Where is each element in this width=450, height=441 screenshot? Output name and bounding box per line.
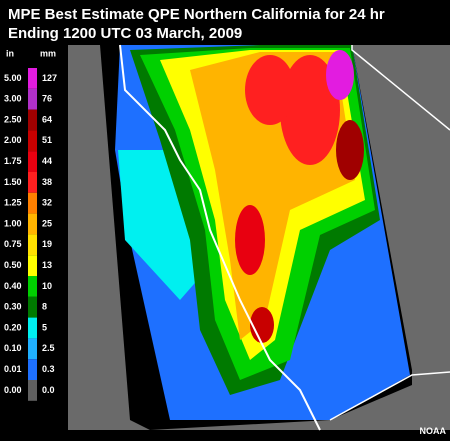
legend-mm-label: 38 <box>42 177 52 187</box>
legend-in-label: 3.00 <box>4 94 22 104</box>
legend-in-label: 0.01 <box>4 364 22 374</box>
legend-in-label: 1.25 <box>4 198 22 208</box>
legend-mm-label: 44 <box>42 156 52 166</box>
state-border <box>351 45 450 131</box>
legend-swatch <box>28 192 37 214</box>
legend-heading: mm <box>40 48 56 58</box>
legend-swatch <box>28 380 37 401</box>
precip-red <box>280 55 340 165</box>
legend-in-label: 1.75 <box>4 156 22 166</box>
legend-in-label: 0.75 <box>4 239 22 249</box>
legend-in-label: 0.10 <box>4 343 22 353</box>
legend-in-label: 2.00 <box>4 135 22 145</box>
coastline <box>119 44 321 431</box>
legend-mm-label: 0.3 <box>42 364 55 374</box>
precip-darkred <box>336 120 364 180</box>
legend-mm-label: 10 <box>42 281 52 291</box>
legend-mm-label: 5 <box>42 322 47 332</box>
legend-in-label: 0.00 <box>4 385 22 395</box>
legend-in-label: 0.30 <box>4 302 22 312</box>
legend-swatch <box>28 359 37 380</box>
legend-swatch <box>28 234 37 256</box>
legend-mm-label: 76 <box>42 94 52 104</box>
credit: NOAA <box>420 426 447 436</box>
legend-swatch <box>28 338 37 360</box>
legend-in-label: 0.20 <box>4 322 22 332</box>
precip-red <box>245 55 295 125</box>
legend-mm-label: 0.0 <box>42 385 55 395</box>
legend-swatch <box>28 109 37 131</box>
precip-magenta <box>326 50 354 100</box>
legend-mm-label: 32 <box>42 198 52 208</box>
county-border <box>329 371 450 421</box>
legend-swatch <box>28 68 37 89</box>
legend-mm-label: 25 <box>42 218 52 228</box>
legend-swatch <box>28 317 37 339</box>
legend-in-label: 5.00 <box>4 73 22 83</box>
legend-mm-label: 127 <box>42 73 57 83</box>
legend-in-label: 0.40 <box>4 281 22 291</box>
legend-mm-label: 8 <box>42 302 47 312</box>
legend-swatch <box>28 213 37 235</box>
map <box>68 44 450 431</box>
precip-red <box>235 205 265 275</box>
legend-in-label: 0.50 <box>4 260 22 270</box>
legend-mm-label: 2.5 <box>42 343 55 353</box>
legend-swatch <box>28 172 37 193</box>
title: Ending 1200 UTC 03 March, 2009 <box>8 25 242 42</box>
legend-mm-label: 51 <box>42 135 52 145</box>
legend-swatch <box>28 130 37 152</box>
legend-swatch <box>28 255 37 276</box>
legend-mm-label: 19 <box>42 239 52 249</box>
legend-in-label: 1.00 <box>4 218 22 228</box>
legend-swatch <box>28 296 37 318</box>
legend: 5.00 127 3.00 76 2.50 64 2.00 51 1.75 44 1.50 38 1.2… <box>4 68 57 401</box>
legend-swatch <box>28 276 37 297</box>
legend-mm-label: 64 <box>42 114 52 124</box>
legend-in-label: 2.50 <box>4 114 22 124</box>
legend-mm-label: 13 <box>42 260 52 270</box>
legend-in-label: 1.50 <box>4 177 22 187</box>
legend-swatch <box>28 151 37 172</box>
title: MPE Best Estimate QPE Northern Californi… <box>8 6 385 23</box>
legend-swatch <box>28 88 37 110</box>
legend-heading: in <box>6 48 14 58</box>
